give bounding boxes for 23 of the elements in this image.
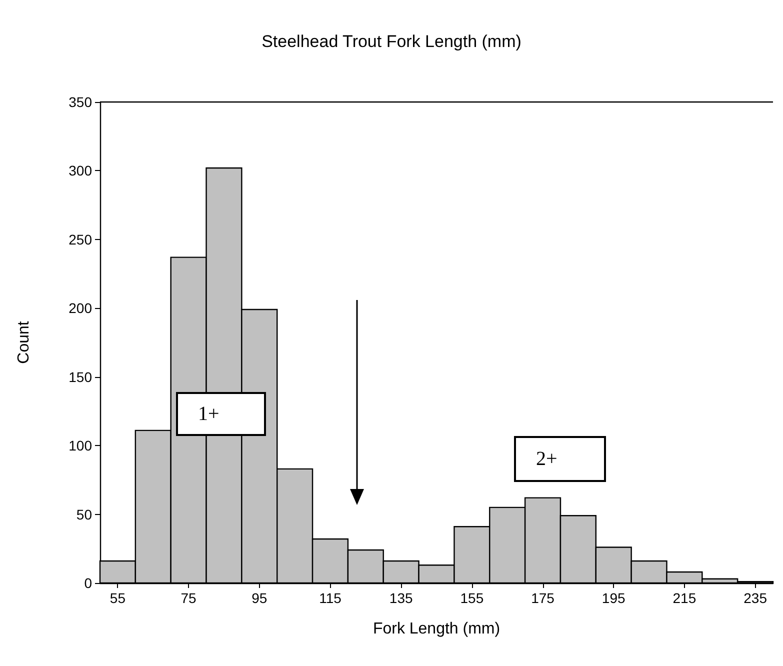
y-tick-label: 200 [68, 300, 92, 316]
x-tick-label: 235 [744, 590, 768, 606]
x-tick-label: 155 [460, 590, 484, 606]
x-tick-label: 195 [602, 590, 626, 606]
annotation: 2+ [536, 447, 558, 471]
y-tick-label: 250 [68, 231, 92, 248]
x-tick-label: 95 [252, 590, 268, 606]
y-tick-label: 50 [76, 506, 92, 522]
x-tick-label: 55 [110, 590, 126, 606]
y-tick-label: 100 [68, 438, 92, 454]
x-tick-label: 135 [389, 590, 413, 606]
y-tick-label: 350 [68, 94, 92, 110]
y-tick-label: 0 [84, 575, 92, 591]
x-tick-label: 215 [672, 590, 696, 606]
y-tick-label: 300 [68, 162, 92, 179]
annotation: 1+ [198, 402, 220, 426]
x-tick-label: 115 [319, 590, 342, 606]
x-axis-title: Fork Length (mm) [372, 620, 500, 638]
y-axis-title: Count [16, 320, 32, 364]
chart-title: Steelhead Trout Fork Length (mm) [262, 32, 522, 51]
x-tick-label: 175 [531, 590, 555, 606]
x-tick-label: 75 [180, 590, 197, 606]
y-tick-label: 150 [68, 368, 92, 385]
